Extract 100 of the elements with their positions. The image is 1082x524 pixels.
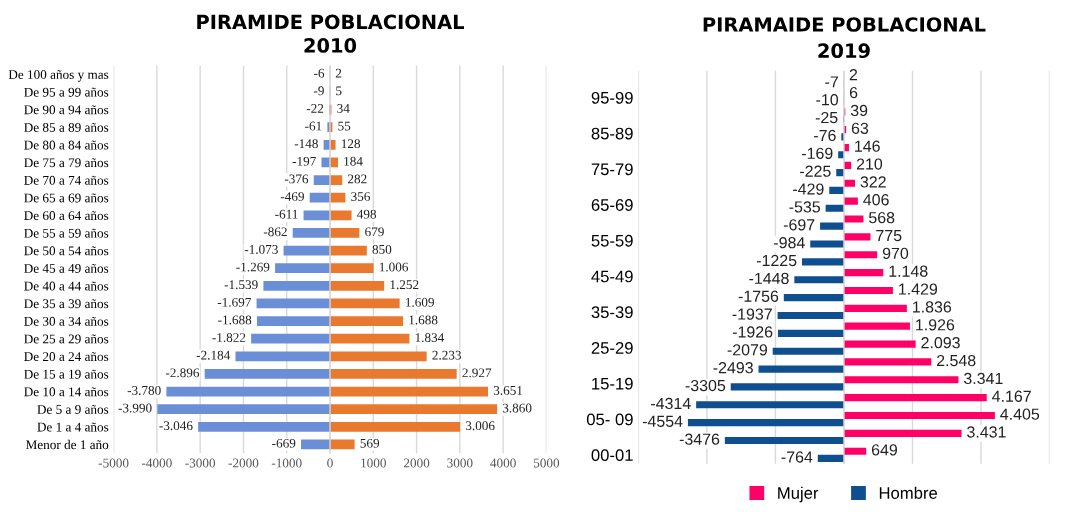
data-label: 970 (882, 247, 909, 260)
y-tick-label: Menor de 1 año (25, 439, 109, 450)
data-label: 3.341 (963, 372, 1003, 385)
data-label: 649 (871, 444, 898, 456)
x-tick-label: -1000 (271, 458, 302, 468)
data-label: -669 (272, 438, 296, 448)
y-tick-label: 95-99 (591, 91, 633, 104)
data-label: 1.926 (916, 319, 955, 331)
y-tick-label: 05- 09 (586, 413, 633, 426)
data-label: 2 (335, 68, 342, 78)
data-label: 1.429 (899, 283, 938, 295)
data-label: -4554 (642, 415, 683, 427)
x-tick-label: -2000 (228, 458, 259, 468)
data-label: -169 (801, 147, 833, 159)
y-tick-label: De 25 a 29 años (24, 334, 109, 344)
y-tick-label: De 1 a 4 años (37, 422, 109, 432)
y-tick-label: 45-49 (591, 270, 633, 283)
y-tick-label: De 35 a 39 años (24, 299, 109, 309)
data-label: 406 (863, 194, 889, 206)
y-tick-label: 15-19 (592, 377, 633, 390)
data-label: 775 (876, 230, 902, 242)
chart-subtitle: 2019 (818, 43, 870, 59)
data-label: 4.167 (992, 390, 1031, 402)
data-label: 1.836 (913, 301, 952, 313)
y-tick-label: De 5 a 9 años (37, 404, 109, 414)
data-label: 1.006 (379, 262, 409, 272)
data-label: -3.780 (127, 385, 161, 395)
data-label: -1.822 (212, 333, 246, 343)
y-tick-label: De 15 a 19 años (24, 369, 109, 379)
y-tick-label: 55-59 (591, 234, 633, 247)
y-tick-label: De 10 a 14 años (24, 387, 109, 397)
data-label: 2 (849, 69, 858, 81)
data-label: -376 (284, 174, 309, 184)
data-label: -6 (314, 68, 325, 78)
y-tick-label: 35-39 (591, 306, 633, 319)
y-tick-label: De 75 a 79 años (24, 158, 109, 168)
data-label: 356 (351, 192, 371, 201)
data-label: 498 (357, 209, 377, 219)
y-tick-label: De 95 a 99 años (24, 87, 109, 97)
data-label: 850 (372, 244, 392, 254)
x-tick-label: 1000 (361, 458, 386, 468)
data-label: 1.834 (415, 333, 445, 343)
data-label: 2.233 (432, 350, 462, 360)
data-label: -429 (793, 183, 824, 195)
y-tick-label: De 65 a 69 años (24, 193, 109, 203)
data-label: 146 (855, 140, 880, 152)
data-label: -1926 (732, 326, 773, 338)
data-label: 2.927 (462, 368, 492, 378)
chart-title: PIRAMAIDE POBLACIONAL (703, 17, 986, 32)
data-label: 2.093 (921, 337, 960, 349)
data-label: 3.006 (465, 421, 495, 431)
data-label: -984 (774, 236, 805, 249)
x-tick-label: -4000 (141, 458, 172, 468)
x-tick-label: 2000 (403, 458, 430, 468)
y-tick-label: De 80 a 84 años (24, 140, 109, 150)
legend-label: Mujer (778, 486, 819, 503)
data-label: -862 (263, 227, 287, 237)
y-tick-label: 25-29 (591, 342, 633, 354)
data-label: -1225 (756, 254, 797, 267)
y-tick-label: 00-01 (591, 449, 633, 462)
data-label: 210 (856, 158, 883, 170)
data-label: -2.184 (196, 350, 231, 360)
data-label: -1448 (749, 272, 789, 285)
chart-subtitle: 2010 (304, 38, 357, 53)
y-tick-label: De 100 años y mas (8, 69, 109, 82)
data-label: -1.269 (236, 262, 270, 272)
data-label: -697 (783, 219, 815, 231)
y-tick-label: De 40 a 44 años (24, 281, 109, 291)
y-tick-label: 75-79 (591, 163, 633, 176)
data-label: -7 (825, 76, 838, 88)
data-label: -3476 (679, 433, 720, 445)
data-label: 322 (860, 176, 886, 188)
data-label: -2.896 (165, 368, 200, 378)
data-label: -61 (305, 121, 322, 131)
data-label: 63 (851, 122, 869, 134)
data-label: -22 (306, 104, 324, 113)
data-label: 1.148 (889, 265, 928, 277)
y-tick-label: De 85 a 89 años (24, 122, 109, 132)
data-label: -1756 (738, 290, 779, 302)
legend-label: Hombre (879, 486, 938, 499)
data-label: -764 (781, 451, 813, 463)
data-label: 2.548 (937, 354, 976, 367)
data-label: -3.990 (118, 403, 152, 413)
data-label: 568 (868, 211, 895, 224)
data-label: -3305 (685, 379, 726, 392)
data-label: -4314 (651, 397, 691, 410)
y-tick-label: De 45 a 49 años (24, 263, 109, 273)
data-label: -1.539 (224, 280, 258, 290)
data-label: -148 (294, 139, 318, 149)
y-tick-label: 65-69 (591, 199, 633, 211)
data-label: 128 (341, 139, 361, 149)
data-label: -611 (275, 209, 298, 219)
x-tick-label: 4000 (490, 458, 516, 468)
x-tick-label: 5000 (533, 458, 560, 468)
y-tick-label: 85-89 (591, 127, 633, 140)
data-label: 5 (336, 86, 342, 96)
data-label: 1.688 (409, 315, 438, 325)
x-tick-label: -5000 (98, 458, 129, 468)
data-label: -469 (280, 192, 304, 201)
data-label: -1.697 (217, 297, 251, 307)
